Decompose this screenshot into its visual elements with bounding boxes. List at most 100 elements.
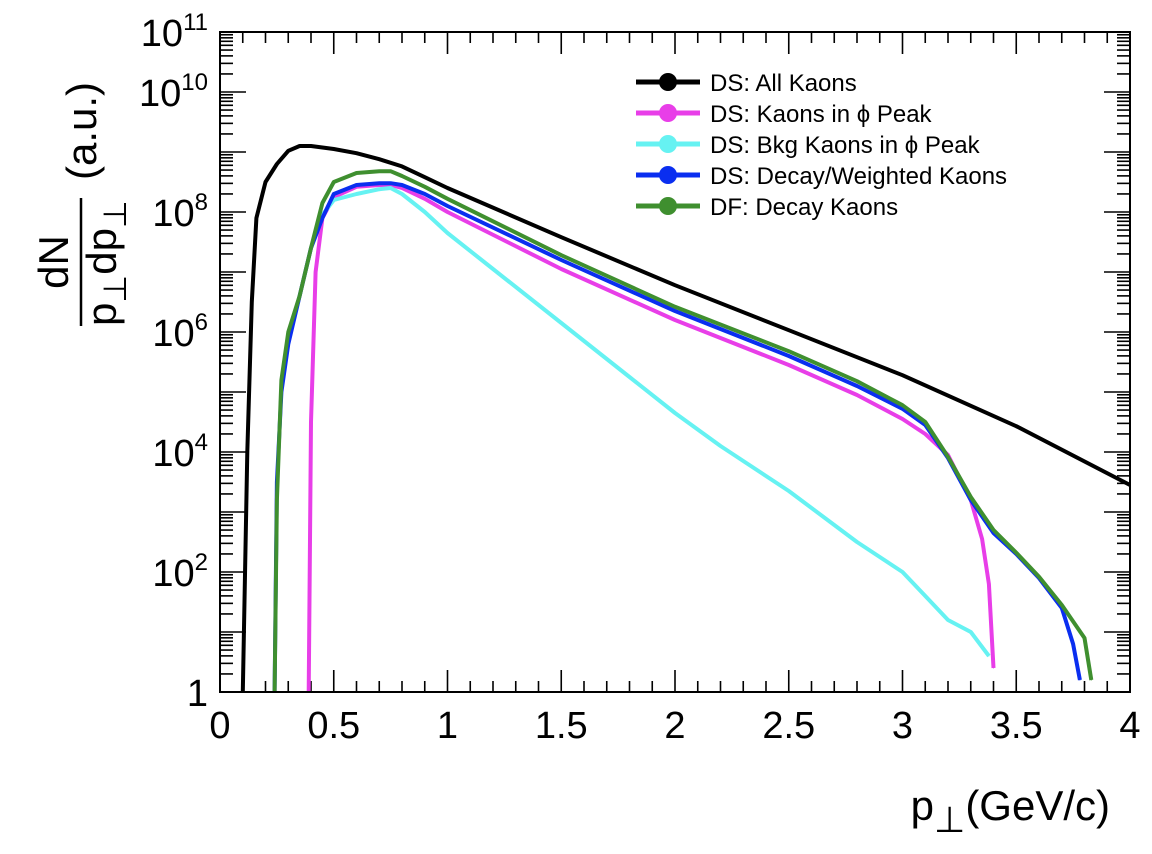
series-point	[560, 268, 562, 270]
series-point	[447, 187, 448, 189]
series-point	[674, 284, 676, 286]
series-point	[902, 418, 903, 420]
series-point	[902, 571, 903, 573]
series-point	[424, 186, 426, 188]
legend-swatch-marker	[659, 73, 677, 91]
series-point	[993, 667, 994, 669]
series-point	[390, 170, 392, 172]
series-point	[560, 236, 562, 238]
y-title-denominator: p⊥dp⊥	[78, 200, 133, 326]
series-point	[988, 583, 990, 585]
series-point	[902, 404, 903, 406]
series-point	[356, 152, 357, 154]
series-point	[1015, 552, 1017, 554]
series-point	[333, 199, 335, 201]
series-point	[321, 217, 323, 219]
y-tick-label: 108	[152, 189, 208, 235]
series-point	[1072, 643, 1074, 645]
legend-label: DS: Kaons in ϕ Peak	[710, 101, 933, 128]
legend-swatch-marker	[659, 104, 677, 122]
series-point	[447, 205, 448, 207]
series-point	[856, 380, 858, 382]
series-point	[356, 193, 357, 195]
plot-frame	[219, 31, 1131, 693]
series-point	[856, 541, 858, 543]
series-point	[947, 456, 949, 458]
series-point	[287, 150, 289, 152]
series-point	[310, 247, 312, 249]
x-tick-label: 3	[892, 705, 913, 747]
series-point	[924, 595, 926, 597]
series-point	[424, 198, 426, 200]
series-point	[321, 202, 323, 204]
series-point	[378, 182, 380, 184]
series-point	[988, 655, 990, 657]
series-point	[276, 163, 278, 165]
series-point	[1038, 576, 1040, 578]
series-point	[492, 268, 494, 270]
series-point	[447, 232, 448, 234]
x-axis-title: p⊥(GeV/c)	[911, 782, 1110, 840]
y-tick-label: 1010	[139, 69, 208, 115]
x-tick-label: 0	[209, 705, 230, 747]
series-point	[315, 271, 317, 273]
legend-label: DS: Bkg Kaons in ϕ Peak	[710, 132, 981, 159]
series-point	[255, 217, 257, 219]
series-point	[447, 198, 448, 200]
y-axis-title: dN p⊥dp⊥ (a.u.)	[30, 82, 133, 326]
series-point	[251, 301, 253, 303]
legend: DS: All Kaons DS: Kaons in ϕ Peak DS: Bkg …	[636, 70, 1007, 221]
series-point	[333, 148, 335, 150]
series-point	[265, 181, 266, 183]
series-point	[788, 350, 790, 352]
series-point	[1015, 425, 1017, 427]
series-point	[424, 193, 426, 195]
legend-label: DF: Decay Kaons	[710, 194, 898, 221]
series-point	[401, 184, 403, 186]
series-point	[788, 355, 790, 357]
y-tick-labels: 1 102 104 106 108 1010 1011	[139, 9, 208, 715]
series-layer	[240, 144, 1131, 693]
series-point	[674, 319, 676, 321]
y-tick-label: 106	[152, 309, 208, 355]
series-point	[401, 175, 403, 177]
legend-label: DS: Decay/Weighted Kaons	[710, 163, 1007, 190]
x-tick-label: 3.5	[990, 705, 1043, 747]
series-point	[280, 379, 282, 381]
series-point	[424, 211, 426, 213]
series-line-5	[272, 169, 1094, 693]
series-point	[390, 187, 392, 189]
series-point	[674, 412, 676, 414]
series-point	[1090, 679, 1092, 681]
series-point	[560, 259, 562, 261]
y-title-units: (a.u.)	[58, 82, 105, 180]
y-tick-label: 104	[152, 429, 208, 475]
series-point	[378, 170, 380, 172]
series-point	[310, 145, 312, 147]
series-point	[401, 193, 403, 195]
series-point	[401, 187, 403, 189]
series-point	[788, 364, 790, 366]
series-point	[378, 188, 380, 190]
series-point	[447, 211, 448, 213]
series-point	[287, 331, 289, 333]
x-tick-label: 4	[1119, 705, 1140, 747]
series-point	[1079, 679, 1081, 681]
series-point	[924, 421, 926, 423]
series-point	[1084, 637, 1085, 639]
series-point	[674, 310, 676, 312]
series-point	[560, 322, 562, 324]
series-point	[981, 538, 983, 540]
legend-swatch-marker	[659, 197, 677, 215]
series-point	[629, 376, 630, 378]
legend-label: DS: All Kaons	[710, 70, 857, 97]
series-point	[947, 619, 949, 621]
x-tick-label: 2.5	[762, 705, 815, 747]
series-point	[378, 158, 380, 160]
y-tick-label: 1011	[141, 9, 208, 55]
series-point	[902, 408, 903, 410]
tick-marks	[219, 32, 1131, 693]
series-point	[560, 254, 562, 256]
